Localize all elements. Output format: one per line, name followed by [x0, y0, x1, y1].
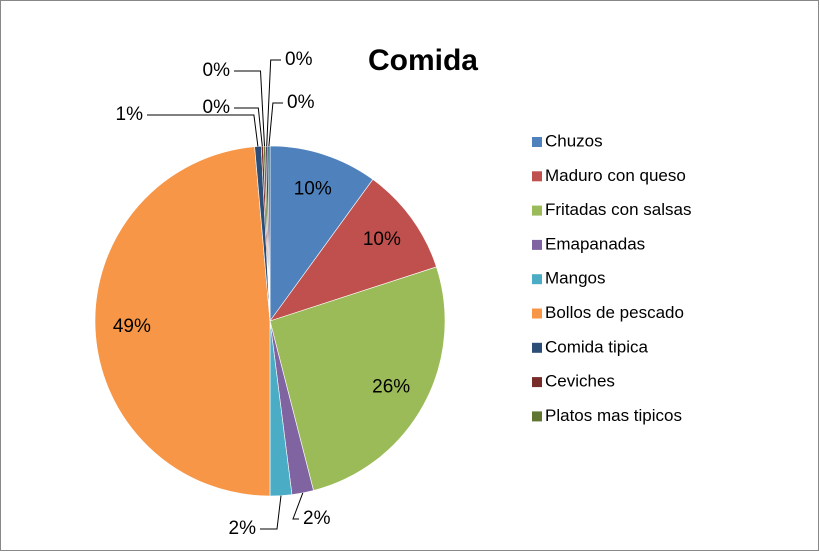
data-label: 2%	[229, 518, 257, 539]
legend-swatch	[532, 411, 542, 422]
legend-swatch	[532, 171, 542, 182]
legend-label: Ceviches	[545, 372, 615, 391]
pie-slice	[267, 145, 271, 322]
legend-swatch	[532, 377, 542, 388]
chart-title: Comida	[368, 44, 478, 77]
leader-line	[268, 102, 283, 147]
legend-label: Bollos de pescado	[545, 303, 684, 322]
data-label: 26%	[372, 377, 410, 398]
data-label: 49%	[113, 316, 151, 337]
data-label: 0%	[285, 49, 313, 70]
leader-line	[147, 114, 259, 147]
legend-label: Emapanadas	[545, 234, 645, 253]
legend-label: Comida tipica	[545, 337, 649, 356]
data-label: 1%	[116, 104, 144, 125]
leader-line	[234, 107, 263, 147]
legend-label: Fritadas con salsas	[545, 200, 691, 219]
leader-line	[234, 70, 266, 147]
data-label: 10%	[363, 229, 401, 250]
pie-slice	[269, 266, 446, 491]
legend-swatch	[532, 342, 542, 353]
leader-line	[266, 59, 281, 147]
legend-swatch	[532, 205, 542, 216]
data-label: 0%	[203, 97, 231, 118]
leader-line	[260, 495, 282, 530]
legend-swatch	[532, 274, 542, 285]
legend-label: Platos mas tipicos	[545, 406, 682, 425]
legend-swatch	[532, 308, 542, 319]
legend-label: Chuzos	[545, 131, 603, 150]
pie-slice	[269, 179, 437, 322]
data-label: 2%	[303, 508, 331, 529]
legend-label: Mangos	[545, 269, 605, 288]
legend-swatch	[532, 239, 542, 250]
legend-swatch	[532, 137, 542, 147]
leader-line	[292, 492, 304, 520]
data-label: 0%	[287, 92, 315, 113]
pie-slice	[94, 146, 271, 497]
legend-label: Maduro con queso	[545, 166, 686, 185]
data-label: 0%	[203, 60, 231, 81]
data-label: 10%	[294, 179, 332, 200]
pie-slice	[269, 145, 374, 322]
